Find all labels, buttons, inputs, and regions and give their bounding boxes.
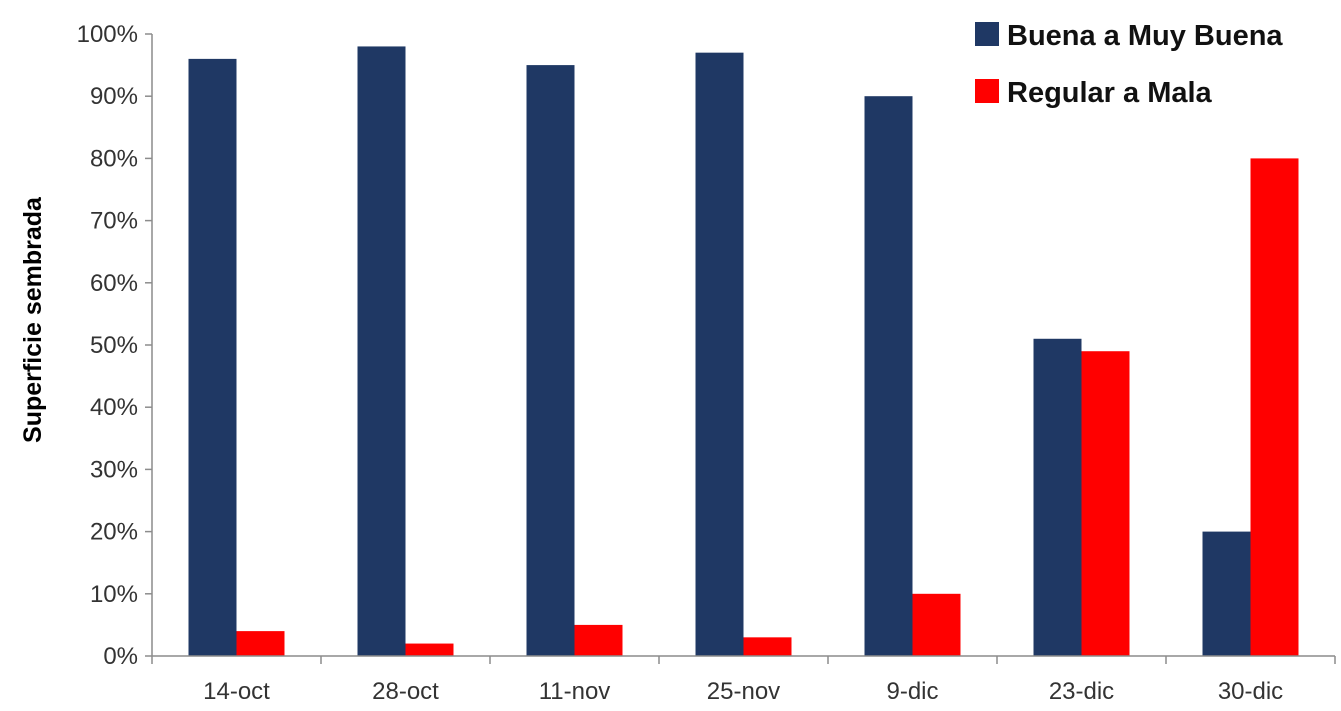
y-tick-label: 10% [90, 581, 138, 608]
x-tick-label: 11-nov [539, 678, 611, 705]
y-tick-label: 70% [90, 208, 138, 235]
y-tick-label: 60% [90, 270, 138, 297]
bar-regular-a-mala-11-nov [574, 624, 623, 656]
y-axis-ticks: 0% 10% 20% 30% 40% 50% 60% 70% 80% 90% 100% [77, 21, 152, 670]
legend-swatch [975, 22, 999, 46]
x-tick-label: 30-dic [1218, 678, 1283, 705]
bar-regular-a-mala-25-nov [743, 637, 792, 656]
legend: Buena a Muy Buena Regular a Mala [975, 20, 1283, 109]
bar-regular-a-mala-14-oct [236, 631, 285, 656]
bar-regular-a-mala-23-dic [1081, 351, 1130, 656]
legend-swatch [975, 79, 999, 103]
y-tick-label: 80% [90, 145, 138, 172]
bar-regular-a-mala-9-dic [912, 593, 961, 656]
bar-buena-a-muy-buena-9-dic [864, 96, 913, 656]
y-tick-label: 20% [90, 519, 138, 546]
bar-buena-a-muy-buena-14-oct [188, 58, 237, 656]
bar-buena-a-muy-buena-11-nov [526, 65, 575, 657]
y-tick-label: 0% [103, 643, 138, 670]
bar-buena-a-muy-buena-25-nov [695, 52, 744, 657]
bar-regular-a-mala-28-oct [405, 643, 454, 656]
bar-buena-a-muy-buena-28-oct [357, 46, 406, 656]
y-tick-label: 40% [90, 394, 138, 421]
y-tick-label: 50% [90, 332, 138, 359]
y-tick-label: 30% [90, 456, 138, 483]
legend-label: Regular a Mala [1007, 77, 1213, 109]
x-axis-labels: 14-oct 28-oct 11-nov 25-nov 9-dic 23-dic 30-di… [203, 678, 1283, 705]
bars-group [188, 46, 1299, 657]
bar-buena-a-muy-buena-30-dic [1202, 531, 1251, 656]
y-tick-label: 90% [90, 83, 138, 110]
axes-group [151, 34, 1336, 664]
y-tick-label: 100% [77, 21, 138, 48]
x-tick-label: 9-dic [886, 678, 938, 705]
x-tick-label: 14-oct [203, 678, 270, 705]
legend-item-buena-a-muy-buena: Buena a Muy Buena [975, 20, 1283, 52]
x-tick-label: 28-oct [372, 678, 439, 705]
y-axis-title: Superficie sembrada [19, 196, 47, 443]
legend-label: Buena a Muy Buena [1007, 20, 1283, 52]
bar-buena-a-muy-buena-23-dic [1033, 338, 1082, 656]
bar-regular-a-mala-30-dic [1250, 158, 1299, 656]
x-tick-label: 23-dic [1049, 678, 1114, 705]
legend-item-regular-a-mala: Regular a Mala [975, 77, 1213, 109]
x-tick-label: 25-nov [707, 678, 780, 705]
